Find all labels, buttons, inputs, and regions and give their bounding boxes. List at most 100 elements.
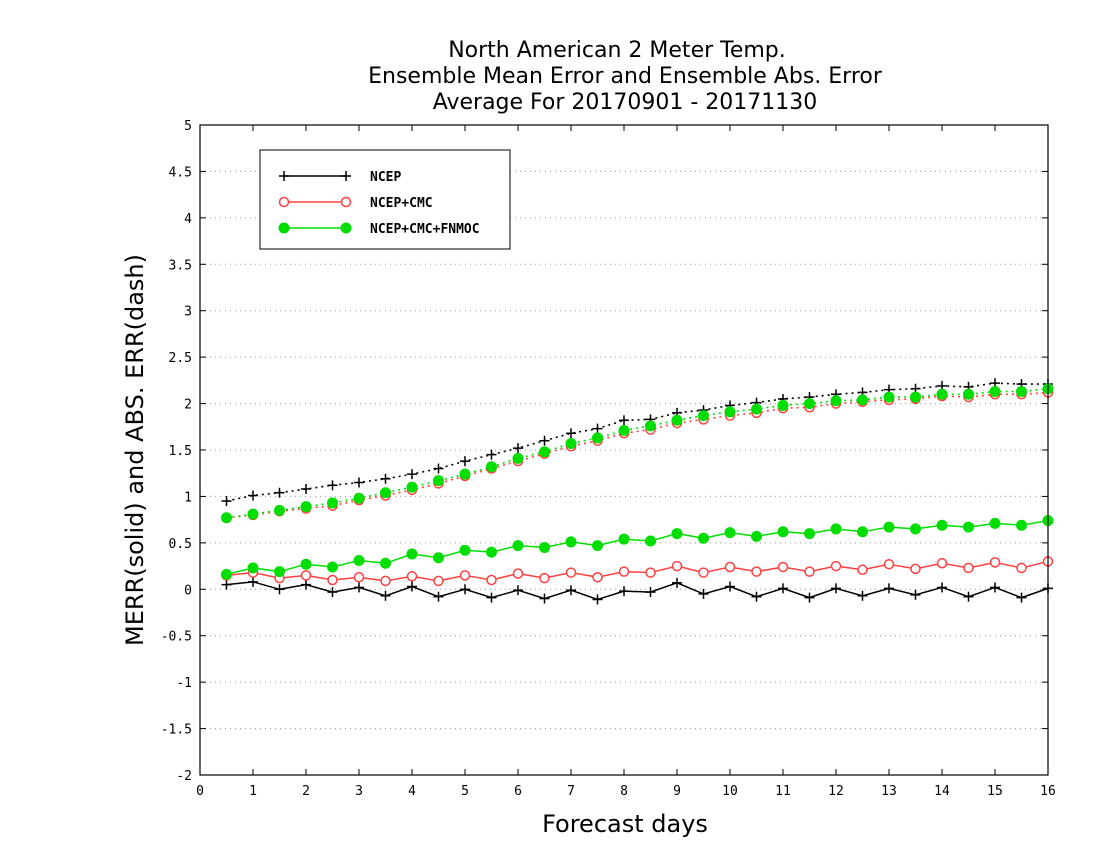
abs-err-point-ncep-cmc-fnmoc bbox=[433, 475, 444, 487]
merr-point-ncep-cmc bbox=[618, 566, 630, 577]
merr-point-ncep-cmc bbox=[592, 571, 603, 583]
merr-point-ncep-cmc-fnmoc bbox=[380, 557, 391, 569]
merr-point-ncep-cmc bbox=[777, 561, 789, 573]
abs-err-point-ncep-cmc-fnmoc bbox=[486, 461, 497, 473]
x-tick-label: 5 bbox=[461, 784, 469, 799]
merr-point-ncep bbox=[354, 582, 364, 593]
y-tick-label: 1.5 bbox=[169, 444, 192, 459]
merr-point-ncep-cmc-fnmoc bbox=[910, 523, 921, 535]
merr-point-ncep-cmc bbox=[565, 567, 577, 578]
merr-point-ncep-cmc bbox=[486, 574, 497, 586]
abs-err-point-ncep-cmc-fnmoc bbox=[804, 398, 815, 410]
merr-point-ncep-cmc-fnmoc bbox=[433, 552, 444, 564]
merr-point-ncep-cmc-fnmoc bbox=[565, 536, 577, 548]
abs-err-point-ncep bbox=[274, 487, 285, 498]
merr-point-ncep bbox=[963, 591, 974, 602]
abs-err-point-ncep-cmc-fnmoc bbox=[910, 391, 921, 403]
merr-point-ncep bbox=[460, 584, 470, 595]
abs-err-point-ncep-cmc-fnmoc bbox=[963, 388, 974, 400]
grid-lines bbox=[200, 170, 1048, 730]
x-tick-label: 10 bbox=[722, 784, 738, 799]
merr-point-ncep-cmc-fnmoc bbox=[857, 526, 868, 538]
abs-err-point-ncep-cmc-fnmoc bbox=[777, 399, 789, 411]
merr-point-ncep-cmc bbox=[989, 557, 1001, 568]
abs-err-point-ncep bbox=[513, 443, 523, 454]
y-tick-label: 1 bbox=[184, 490, 192, 505]
merr-point-ncep-cmc bbox=[830, 560, 842, 572]
abs-err-point-ncep bbox=[407, 469, 417, 480]
axis-ticks: 54.543.532.521.510.50-0.5-1-1.5-20 1 2 3 4 5 6… bbox=[161, 119, 1056, 799]
legend-item-ncep: NCEP bbox=[279, 170, 401, 185]
merr-point-ncep-cmc-fnmoc bbox=[671, 528, 683, 540]
abs-err-point-ncep bbox=[566, 428, 576, 439]
abs-err-line-ncep-cmc bbox=[226, 391, 1049, 519]
abs-err-point-ncep bbox=[592, 423, 603, 434]
abs-err-point-ncep-cmc-fnmoc bbox=[618, 425, 630, 436]
legend: NCEP NCEP+CMC NCEP+CMC+FNMOC bbox=[259, 149, 511, 250]
legend-label: NCEP+CMC+FNMOC bbox=[370, 222, 480, 237]
merr-point-ncep bbox=[884, 583, 894, 594]
merr-point-ncep-cmc bbox=[406, 571, 418, 582]
merr-point-ncep-cmc bbox=[671, 560, 683, 572]
x-tick-label: 2 bbox=[302, 784, 310, 799]
series-ncep-cmc bbox=[221, 387, 1054, 587]
legend-label: NCEP bbox=[370, 170, 401, 185]
x-tick-label: 8 bbox=[620, 784, 628, 799]
abs-err-point-ncep-cmc-fnmoc bbox=[936, 388, 948, 400]
abs-err-point-ncep bbox=[539, 435, 550, 446]
merr-point-ncep bbox=[301, 579, 311, 590]
merr-point-ncep-cmc-fnmoc bbox=[936, 519, 948, 531]
merr-point-ncep bbox=[831, 583, 841, 594]
y-tick-label: 4 bbox=[184, 212, 192, 227]
abs-err-point-ncep-cmc-fnmoc bbox=[353, 492, 365, 504]
x-tick-label: 1 bbox=[249, 784, 257, 799]
chart-title: North American 2 Meter Temp. Ensemble Me… bbox=[368, 38, 883, 115]
abs-err-point-ncep-cmc-fnmoc bbox=[327, 497, 338, 509]
abs-err-point-ncep-cmc-fnmoc bbox=[671, 414, 683, 426]
merr-point-ncep bbox=[327, 587, 338, 598]
merr-point-ncep-cmc-fnmoc bbox=[512, 540, 524, 552]
y-tick-label: -2 bbox=[176, 769, 192, 784]
merr-point-ncep bbox=[804, 592, 815, 603]
merr-point-ncep bbox=[645, 587, 656, 598]
merr-point-ncep bbox=[751, 591, 762, 602]
merr-point-ncep-cmc-fnmoc bbox=[592, 540, 603, 552]
merr-point-ncep-cmc bbox=[512, 568, 524, 579]
legend-marker bbox=[278, 222, 290, 234]
x-tick-label: 12 bbox=[828, 784, 844, 799]
abs-err-point-ncep-cmc-fnmoc bbox=[459, 468, 471, 480]
merr-point-ncep-cmc-fnmoc bbox=[459, 544, 471, 556]
abs-err-point-ncep-cmc-fnmoc bbox=[565, 438, 577, 449]
abs-err-point-ncep-cmc-fnmoc bbox=[274, 504, 285, 516]
merr-point-ncep bbox=[433, 591, 444, 602]
merr-point-ncep-cmc-fnmoc bbox=[300, 558, 312, 570]
abs-err-point-ncep bbox=[248, 490, 258, 501]
abs-err-point-ncep-cmc-fnmoc bbox=[857, 394, 868, 406]
y-tick-label: 3 bbox=[184, 305, 192, 320]
legend-box bbox=[259, 149, 511, 250]
abs-err-point-ncep bbox=[433, 463, 444, 474]
merr-point-ncep-cmc-fnmoc bbox=[221, 568, 232, 580]
y-tick-label: 2 bbox=[184, 398, 192, 413]
merr-point-ncep-cmc bbox=[751, 566, 762, 577]
abs-err-point-ncep-cmc-fnmoc bbox=[406, 481, 418, 493]
x-tick-label: 16 bbox=[1040, 784, 1056, 799]
abs-err-point-ncep-cmc-fnmoc bbox=[989, 386, 1001, 397]
merr-point-ncep-cmc bbox=[1016, 562, 1027, 574]
legend-marker bbox=[340, 196, 352, 208]
legend-marker bbox=[278, 196, 290, 208]
merr-point-ncep-cmc bbox=[698, 567, 709, 578]
x-tick-label: 4 bbox=[408, 784, 416, 799]
title-line-1: North American 2 Meter Temp. bbox=[448, 38, 786, 63]
abs-err-point-ncep-cmc-fnmoc bbox=[592, 432, 603, 444]
x-axis-label: Forecast days bbox=[542, 810, 708, 838]
abs-err-point-ncep-cmc-fnmoc bbox=[380, 487, 391, 499]
merr-point-ncep bbox=[990, 582, 1000, 593]
x-tick-label: 9 bbox=[673, 784, 681, 799]
merr-point-ncep bbox=[910, 589, 921, 600]
merr-point-ncep-cmc bbox=[963, 562, 974, 574]
merr-point-ncep bbox=[592, 594, 603, 605]
abs-err-line-ncep-cmc-fnmoc bbox=[226, 387, 1049, 519]
series-ncep-cmc-fnmoc bbox=[221, 383, 1054, 580]
merr-point-ncep-cmc-fnmoc bbox=[1016, 519, 1027, 531]
